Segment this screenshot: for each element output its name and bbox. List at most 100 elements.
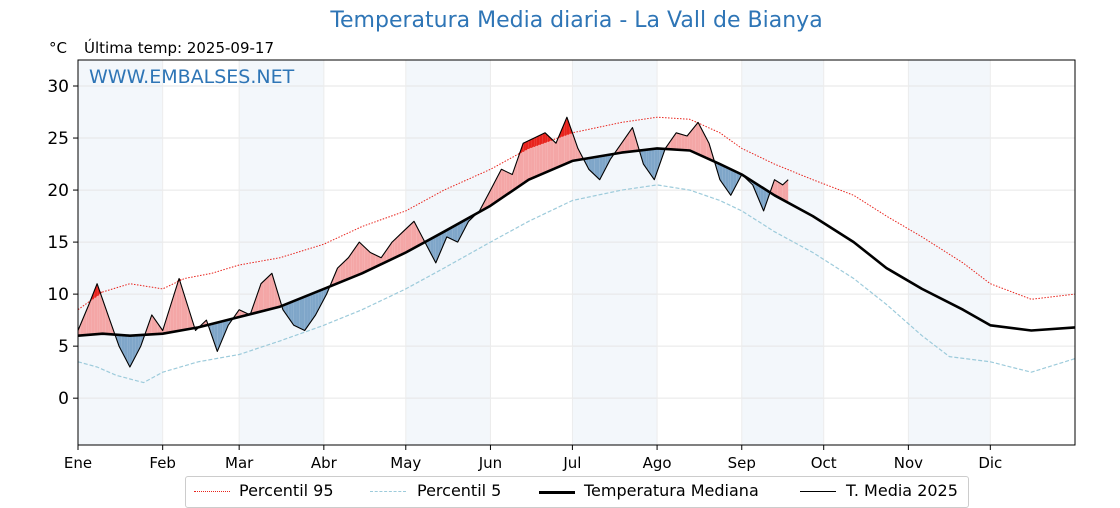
fill-above-median (353, 245, 357, 277)
fill-above-median (151, 314, 155, 335)
fill-above-median (495, 174, 499, 202)
fill-below-median (293, 299, 297, 327)
fill-above-p95 (523, 141, 526, 152)
fill-above-median (779, 183, 783, 200)
fill-above-median (359, 242, 363, 275)
fill-above-p95 (547, 135, 551, 142)
fill-above-median (367, 249, 371, 271)
fill-below-median (643, 149, 647, 168)
fill-below-median (657, 148, 660, 172)
line-temperatura-mediana (77, 147, 1076, 338)
fill-above-median (698, 122, 701, 156)
fill-above-median (577, 148, 581, 161)
fill-above-median (520, 143, 524, 186)
fill-above-median (340, 262, 343, 283)
fill-above-median (484, 195, 488, 209)
fill-above-median (668, 140, 671, 150)
line-t-media-2025 (77, 116, 789, 368)
fill-above-median (517, 151, 521, 188)
fill-above-p95 (534, 136, 537, 147)
y-tick-label: 30 (47, 77, 69, 97)
legend-label-2025: T. Media 2025 (846, 481, 958, 500)
line-percentil-95 (77, 116, 1076, 311)
legend-label-p95: Percentil 95 (239, 481, 334, 500)
fill-above-median (173, 287, 177, 332)
plot-frame (77, 59, 1076, 446)
fill-above-median (681, 134, 685, 151)
fill-above-p95 (525, 140, 529, 150)
x-tick-label: Dic (978, 454, 1002, 472)
fill-below-median (307, 294, 311, 327)
fill-below-median (304, 295, 308, 331)
fill-above-median (375, 255, 379, 267)
fill-above-median (673, 132, 677, 150)
fill-above-median (523, 141, 526, 184)
x-tick-label: Jun (478, 454, 502, 472)
x-tick-label: Mar (225, 454, 254, 472)
fill-below-median (315, 291, 319, 315)
fill-below-median (124, 335, 128, 362)
fill-above-median (187, 304, 190, 330)
fill-below-median (654, 148, 658, 180)
fill-above-median (692, 125, 696, 153)
fill-above-median (99, 291, 103, 334)
fill-below-median (211, 323, 215, 344)
fill-above-median (261, 281, 264, 312)
fill-above-median (400, 231, 404, 256)
month-band (572, 60, 658, 445)
fill-below-median (719, 164, 723, 184)
fill-above-median (771, 179, 775, 196)
x-tick-label: Ene (64, 454, 92, 472)
fill-above-median (575, 140, 578, 161)
fill-above-median (364, 247, 368, 273)
fill-above-median (678, 133, 682, 151)
fill-above-median (627, 131, 630, 152)
x-tick-label: Feb (149, 454, 176, 472)
legend-swatch-mediana (539, 491, 575, 494)
fill-below-median (282, 304, 286, 314)
fill-below-median (433, 236, 436, 263)
fill-above-median (411, 221, 414, 250)
fill-above-median (777, 181, 780, 199)
fill-above-median (553, 140, 557, 170)
fill-above-median (179, 278, 182, 331)
fill-below-median (454, 224, 458, 243)
fill-above-median (184, 295, 188, 330)
fill-above-p95 (539, 134, 543, 145)
fill-above-median (547, 135, 551, 172)
fill-below-median (301, 296, 305, 331)
x-tick-label: Abr (311, 454, 338, 472)
fill-above-median (403, 229, 406, 254)
legend: Percentil 95 Percentil 5 Temperatura Med… (185, 476, 969, 508)
fill-above-median (362, 244, 365, 274)
fill-above-p95 (536, 135, 540, 146)
fill-above-median (370, 252, 374, 270)
fill-above-median (504, 170, 507, 197)
fill-above-median (149, 314, 152, 335)
fill-above-median (703, 132, 707, 158)
fill-below-median (605, 154, 608, 170)
fill-above-median (255, 291, 259, 313)
fill-above-median (528, 139, 532, 180)
fill-above-median (334, 268, 338, 285)
month-bands (78, 60, 991, 445)
x-tick-label: Ago (643, 454, 672, 472)
fill-below-median (648, 149, 652, 176)
fill-above-median (534, 136, 537, 178)
fill-above-median (392, 239, 395, 260)
fill-below-median (588, 157, 592, 172)
fill-below-median (291, 301, 294, 326)
legend-label-mediana: Temperatura Mediana (584, 481, 759, 500)
y-tick-label: 10 (47, 285, 69, 305)
fill-above-median (266, 275, 270, 311)
fill-above-median (684, 135, 688, 151)
fill-above-median (556, 136, 559, 168)
fill-below-median (449, 227, 453, 240)
fill-above-median (689, 129, 693, 152)
fill-below-median (722, 165, 726, 188)
fill-above-median (97, 283, 100, 335)
fill-above-median (506, 171, 510, 195)
fill-below-median (728, 167, 731, 196)
fill-above-median (490, 184, 494, 206)
fill-above-median (170, 295, 174, 333)
